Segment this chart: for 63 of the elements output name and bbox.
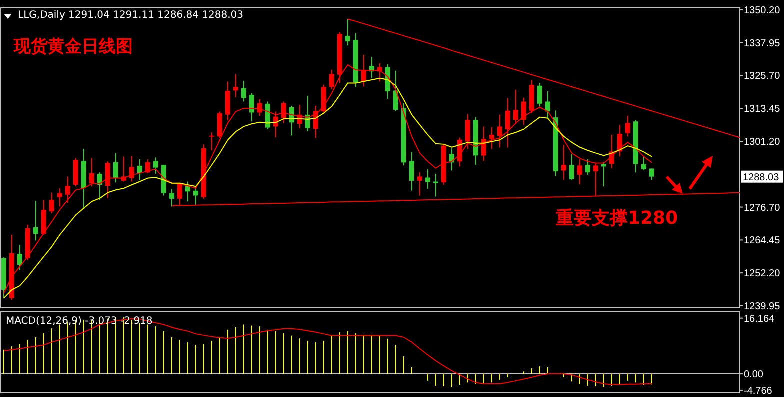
candlestick <box>34 200 38 242</box>
candlestick <box>490 126 494 150</box>
candlestick <box>98 172 102 201</box>
candlestick <box>410 152 414 192</box>
candlestick <box>154 157 158 174</box>
y-tick-label: 16.164 <box>744 314 776 325</box>
candlestick <box>578 158 582 185</box>
line-series <box>348 18 740 138</box>
y-tick-label: 0.00 <box>744 370 764 381</box>
candlestick <box>90 158 94 188</box>
candlestick <box>514 89 518 125</box>
candlestick <box>114 152 118 184</box>
candlestick <box>250 92 254 122</box>
candlestick <box>66 176 70 204</box>
candlestick <box>426 168 430 190</box>
candlestick <box>650 168 654 181</box>
y-tick-label: 1337.95 <box>744 38 781 50</box>
candlestick <box>226 81 230 122</box>
candlestick <box>522 97 526 126</box>
y-tick-label: 1350.20 <box>744 5 781 16</box>
candlestick <box>18 244 22 271</box>
candlestick <box>562 144 566 180</box>
candlestick <box>194 186 198 206</box>
candlestick <box>586 158 590 176</box>
candlestick <box>50 192 54 214</box>
text: 1288.03 <box>743 172 780 184</box>
y-tick-label: 1264.45 <box>744 236 781 247</box>
text: 现货黄金日线图 <box>13 37 133 57</box>
candlestick <box>394 70 398 112</box>
candlestick <box>330 70 334 90</box>
candlestick <box>170 188 174 208</box>
candlestick <box>418 172 422 196</box>
candlestick <box>242 80 246 102</box>
candlestick <box>546 91 550 119</box>
candlestick <box>106 161 110 199</box>
candlestick <box>58 188 62 208</box>
candlestick <box>498 114 502 148</box>
candlestick <box>466 114 470 150</box>
candlestick <box>218 111 222 139</box>
candlestick <box>234 74 238 98</box>
candlestick <box>626 115 630 138</box>
candlestick <box>538 82 542 108</box>
candlestick <box>506 98 510 148</box>
candlestick <box>346 18 350 46</box>
candlestick <box>138 158 142 181</box>
chart-subtitle: LLG,Daily 1291.04 1291.11 1286.84 1288.03 <box>18 10 244 21</box>
candlestick <box>282 101 286 124</box>
y-tick-label: 1313.45 <box>744 104 781 116</box>
y-tick-label: 1252.20 <box>744 268 781 280</box>
y-tick-label: 1301.20 <box>744 136 781 148</box>
y-tick-label: 1325.70 <box>744 71 781 82</box>
candlestick <box>482 126 486 162</box>
candlestick <box>570 154 574 180</box>
candlestick <box>434 173 438 198</box>
candlestick <box>210 132 214 152</box>
y-tick-label: -4.766 <box>744 386 773 397</box>
candlestick <box>266 101 270 130</box>
y-tick-label: 1276.70 <box>744 202 781 214</box>
y-tick-label: 1239.95 <box>744 301 781 312</box>
candlestick <box>642 156 646 170</box>
annotation: 重要支撑1280 <box>555 208 678 229</box>
line-series <box>4 318 652 386</box>
candlestick <box>130 155 134 182</box>
